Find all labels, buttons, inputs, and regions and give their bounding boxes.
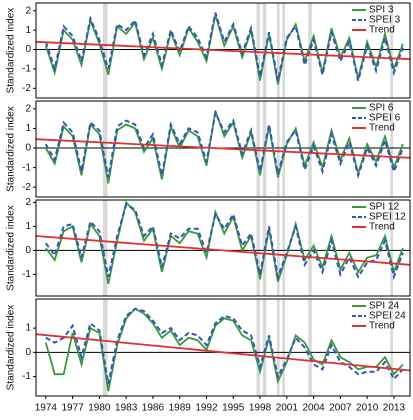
series-line [44,109,404,179]
shaded-period [102,3,108,98]
series-line [45,110,404,184]
legend-label: Trend [369,123,395,134]
series-line [45,307,404,385]
legend-label: SPI 3 [369,5,394,16]
shaded-period [256,3,261,98]
shaded-period [390,101,394,197]
series-line [35,40,411,61]
legend-label: SPEI 6 [369,113,401,124]
panel-frame [35,298,411,397]
shaded-period [102,299,108,396]
shaded-period [390,3,394,98]
x-tick-label: 2013 [383,403,406,414]
shaded-period [277,101,280,197]
series-line [35,235,411,266]
series-line [44,14,404,85]
x-tick-label: 1995 [222,403,245,414]
shaded-period [308,3,312,98]
series-line [35,333,411,372]
y-axis-label: Standardized index [6,8,17,94]
legend-label: Trend [369,321,395,332]
y-tick-label: -1 [22,162,31,173]
y-tick-label: 0 [25,44,31,55]
legend-label: Trend [369,222,395,233]
x-tick-label: 1983 [115,403,138,414]
panel-frame [35,199,411,297]
shaded-period [102,101,108,197]
x-tick-label: 1974 [35,403,58,414]
shaded-period [282,200,286,296]
x-tick-label: 1998 [249,403,272,414]
y-tick-label: 1 [25,123,31,134]
x-tick-label: 2007 [329,403,352,414]
y-tick-label: 1 [25,221,31,232]
legend-label: SPEI 24 [369,311,406,322]
shaded-period [282,101,286,197]
x-tick-label: 2010 [356,403,379,414]
y-tick-label: 2 [25,197,31,208]
legend-label: SPI 6 [369,103,394,114]
shaded-period [277,3,280,98]
y-tick-label: 0 [25,143,31,154]
y-tick-label: -2 [22,182,31,193]
shaded-period [277,299,280,396]
x-tick-label: 1989 [169,403,192,414]
legend-label: SPI 12 [369,202,399,213]
y-axis-label: Standardized index [6,305,17,391]
shaded-period [262,299,267,396]
shaded-period [390,200,394,296]
y-tick-label: 0 [25,245,31,256]
y-tick-label: -1 [22,64,31,75]
series-line [44,203,404,281]
shaded-period [277,200,280,296]
legend-label: SPEI 3 [369,15,401,26]
y-tick-label: 1 [25,25,31,36]
shaded-period [308,101,312,197]
y-tick-label: -1 [22,269,31,280]
shaded-period [390,299,394,396]
shaded-period [256,299,261,396]
shaded-period [256,200,261,296]
x-tick-label: 1986 [142,403,165,414]
y-tick-label: -2 [22,83,31,94]
legend-label: SPI 24 [369,301,399,312]
shaded-period [256,101,261,197]
shaded-period [308,299,312,396]
x-tick-label: 1980 [88,403,111,414]
legend-label: SPEI 12 [369,212,406,223]
series-line [35,138,411,159]
y-tick-label: 0 [25,347,31,358]
y-axis-label: Standardized index [6,205,17,291]
x-tick-label: 2004 [302,403,325,414]
y-tick-label: 2 [25,5,31,16]
panel-frame [35,2,411,99]
legend-label: Trend [369,25,395,36]
x-tick-label: 1992 [195,403,218,414]
y-tick-label: 1 [25,323,31,334]
shaded-period [308,200,312,296]
series-line [45,200,404,285]
panel-frame [35,100,411,198]
shaded-period [102,200,108,296]
y-tick-label: -1 [22,371,31,382]
y-axis-label: Standardized index [6,106,17,192]
x-tick-label: 1977 [61,403,84,414]
y-tick-label: 2 [25,103,31,114]
x-tick-label: 2001 [276,403,299,414]
series-line [44,307,404,392]
shaded-period [282,299,286,396]
